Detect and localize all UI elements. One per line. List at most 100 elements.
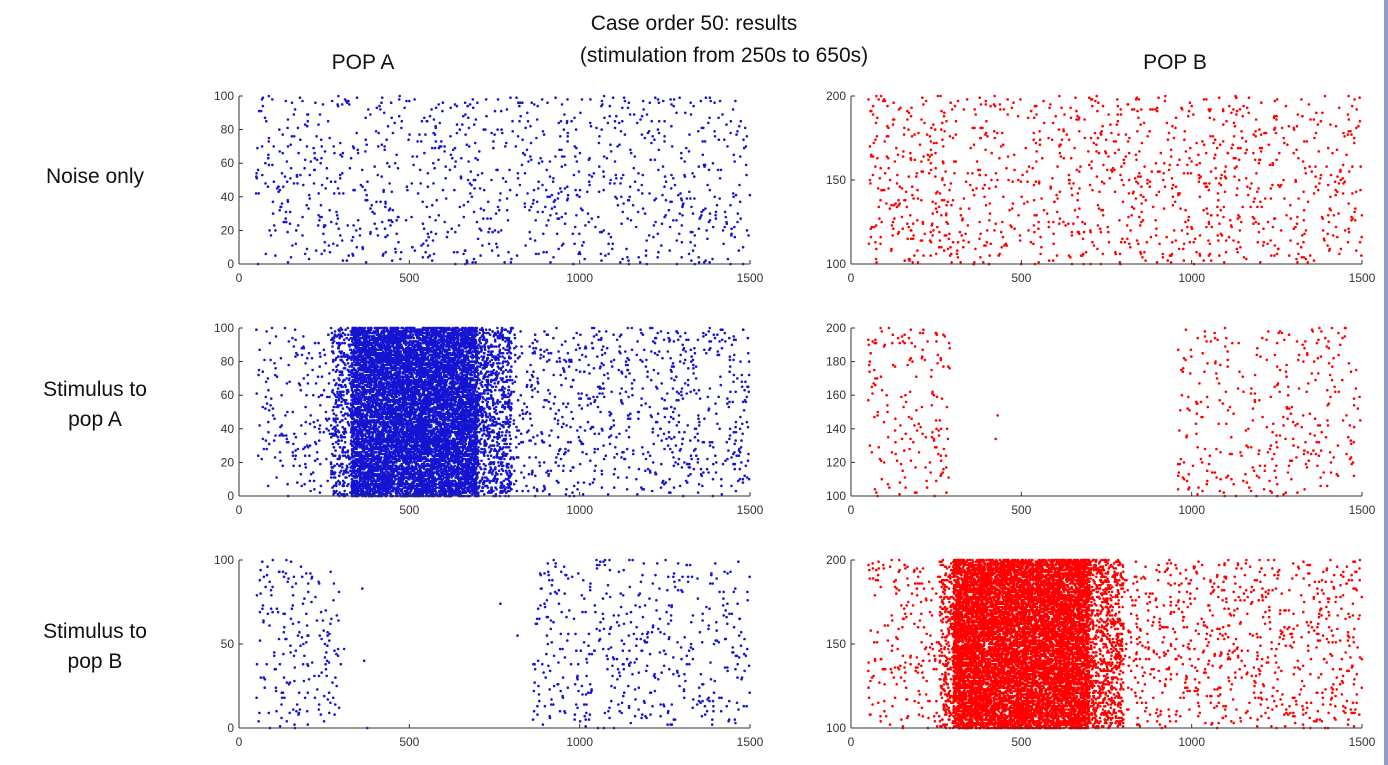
spike-point [1136, 130, 1139, 133]
spike-point [733, 160, 736, 163]
spike-point [707, 121, 710, 125]
spike-point [1098, 190, 1101, 194]
spike-point [1158, 242, 1161, 246]
spike-point [589, 124, 593, 128]
spike-point [386, 161, 389, 165]
spike-point [410, 215, 413, 219]
spike-point [1222, 215, 1225, 219]
spike-point [557, 192, 560, 195]
spike-point [388, 207, 392, 210]
spike-point [971, 172, 974, 175]
spike-point [449, 135, 452, 138]
spike-point [265, 119, 268, 123]
spike-point [333, 471, 337, 474]
spike-point [1182, 172, 1186, 175]
spike-point [1253, 158, 1257, 162]
spike-point [348, 103, 351, 106]
spike-point [1254, 118, 1258, 121]
spike-point [574, 128, 578, 131]
spike-point [532, 198, 535, 202]
spike-point [670, 103, 673, 106]
spike-point [1076, 230, 1080, 234]
spike-point [295, 229, 298, 232]
spike-point [1292, 227, 1296, 230]
spike-point [877, 205, 881, 209]
spike-point [1026, 200, 1029, 204]
spike-point [342, 471, 346, 474]
spike-point [736, 130, 739, 133]
spike-point [1129, 229, 1132, 232]
spike-point [645, 239, 648, 242]
spike-point [955, 252, 959, 256]
spike-point [722, 242, 725, 246]
spike-point [319, 462, 322, 466]
spike-point [729, 131, 732, 135]
spike-point [1139, 250, 1142, 254]
spike-point [730, 227, 733, 230]
spike-point [1141, 219, 1145, 222]
spike-point [684, 111, 687, 115]
spike-point [343, 454, 347, 458]
spike-point [577, 170, 581, 173]
spike-point [981, 187, 985, 190]
spike-point [382, 252, 385, 256]
spike-point [393, 121, 397, 125]
spike-point [319, 138, 323, 141]
spike-point [953, 104, 957, 108]
spike-point [907, 175, 911, 178]
spike-point [308, 173, 312, 177]
spike-point [620, 195, 623, 199]
spike-point [1119, 173, 1122, 177]
spike-point [279, 356, 283, 360]
spike-point [1026, 180, 1029, 183]
spike-point [1184, 150, 1188, 153]
spike-point [1230, 111, 1233, 115]
spike-point [319, 404, 322, 407]
spike-point [328, 395, 331, 399]
spike-point [1347, 118, 1351, 121]
spike-point [384, 235, 387, 239]
spike-point [305, 124, 309, 128]
spike-point [1202, 208, 1205, 212]
spike-point [1119, 240, 1123, 244]
spike-point [1223, 170, 1227, 173]
spike-point [292, 135, 296, 138]
spike-point [883, 140, 886, 143]
spike-point [266, 377, 270, 380]
spike-point [691, 172, 694, 175]
spike-point [549, 261, 552, 264]
spike-point [717, 138, 721, 141]
spike-point [647, 234, 651, 237]
spike-point [1187, 215, 1191, 219]
spike-point [1258, 128, 1261, 131]
spike-point [873, 225, 876, 229]
spike-point [738, 200, 742, 204]
spike-point [1187, 219, 1190, 222]
spike-point [559, 135, 562, 138]
spike-point [714, 217, 718, 220]
spike-point [967, 207, 971, 210]
spike-point [555, 212, 558, 215]
spike-point [742, 146, 746, 150]
spike-point [332, 476, 336, 479]
spike-point [340, 372, 344, 375]
spike-point [281, 151, 285, 155]
spike-point [318, 424, 322, 427]
spike-point [920, 160, 923, 163]
spike-point [541, 183, 544, 187]
spike-point [320, 156, 323, 160]
spike-point [496, 205, 500, 209]
spike-point [1126, 237, 1129, 241]
spike-point [929, 148, 933, 152]
spike-point [1233, 166, 1237, 170]
spike-point [370, 203, 374, 207]
spike-point [338, 404, 342, 407]
spike-point [933, 128, 937, 131]
spike-point [258, 424, 261, 427]
spike-point [623, 133, 627, 136]
spike-point [1072, 222, 1075, 225]
spike-point [537, 187, 540, 190]
spike-point [327, 429, 331, 432]
spike-point [664, 198, 668, 202]
spike-point [1301, 114, 1304, 118]
